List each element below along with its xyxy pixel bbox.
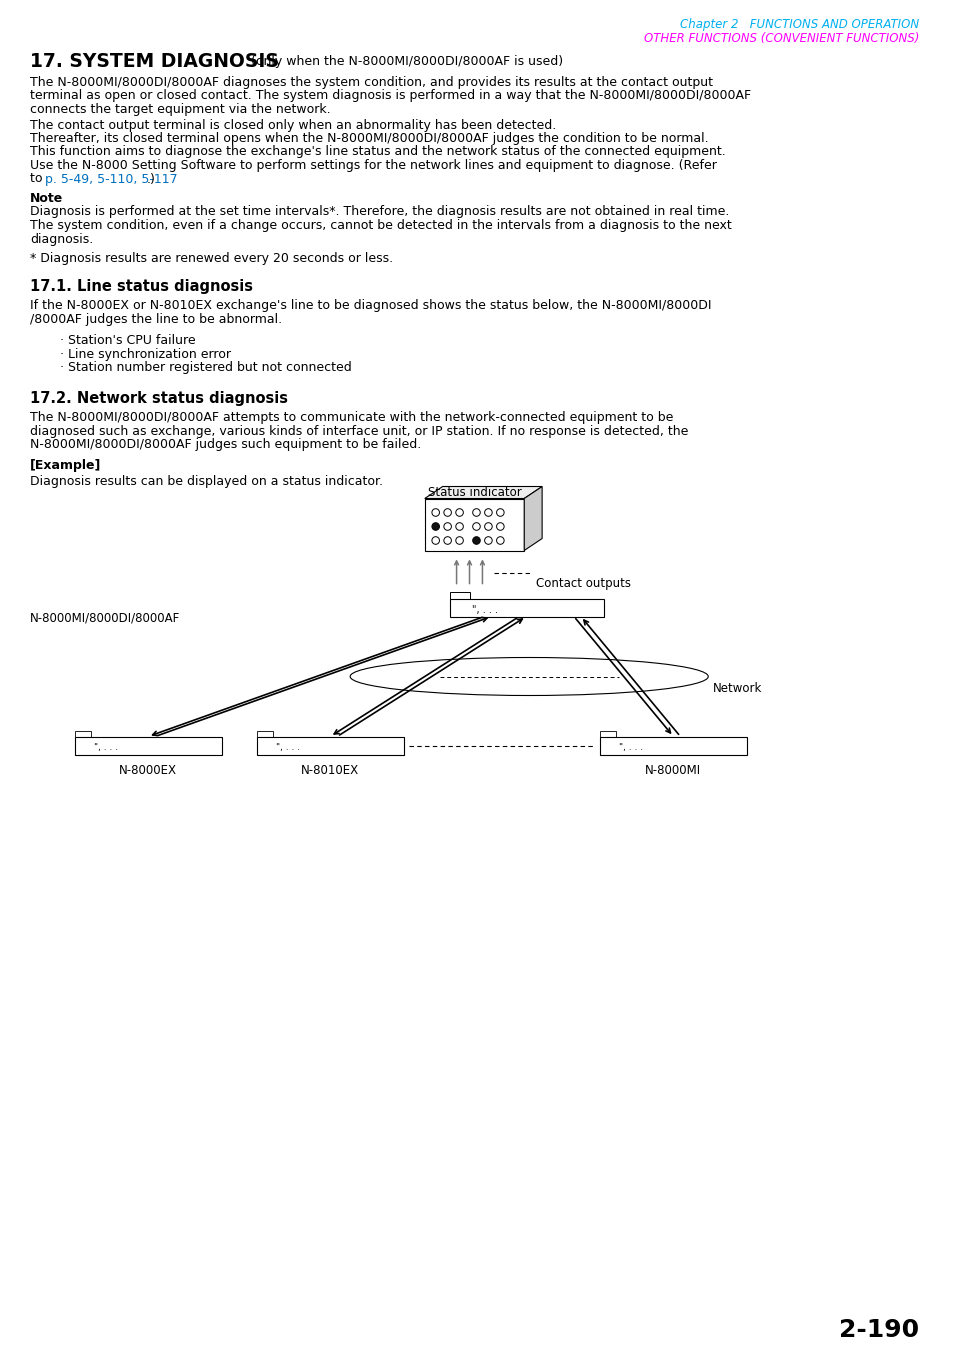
Text: ", . . .: ", . . . [93,743,117,752]
Text: [Example]: [Example] [30,459,101,472]
Bar [449,591,469,598]
Text: Chapter 2   FUNCTIONS AND OPERATION: Chapter 2 FUNCTIONS AND OPERATION [679,18,918,31]
Circle shape [432,522,439,531]
Text: N-8000MI/8000DI/8000AF: N-8000MI/8000DI/8000AF [30,612,180,625]
Bar [424,498,524,551]
Text: * Diagnosis results are renewed every 20 seconds or less.: * Diagnosis results are renewed every 20… [30,252,393,265]
Bar [74,737,222,755]
Circle shape [456,522,463,531]
Text: N-8000MI/8000DI/8000AF judges such equipment to be failed.: N-8000MI/8000DI/8000AF judges such equip… [30,437,420,451]
Text: p. 5-49, 5-110, 5-117: p. 5-49, 5-110, 5-117 [45,173,177,185]
Text: Thereafter, its closed terminal opens when the N-8000MI/8000DI/8000AF judges the: Thereafter, its closed terminal opens wh… [30,132,708,144]
Bar [599,730,615,737]
Text: Network: Network [713,682,761,694]
Text: terminal as open or closed contact. The system diagnosis is performed in a way t: terminal as open or closed contact. The … [30,89,750,103]
Circle shape [432,509,439,516]
Circle shape [443,537,451,544]
Polygon shape [524,486,541,551]
Text: If the N-8000EX or N-8010EX exchange's line to be diagnosed shows the status bel: If the N-8000EX or N-8010EX exchange's l… [30,300,711,312]
Text: ", . . .: ", . . . [275,743,299,752]
Circle shape [484,522,492,531]
Circle shape [497,522,503,531]
Bar [74,730,91,737]
Bar [449,598,603,617]
Text: · Station's CPU failure: · Station's CPU failure [60,335,195,347]
Text: 2-190: 2-190 [838,1318,918,1342]
Text: Note: Note [30,192,63,205]
Circle shape [497,509,503,516]
Circle shape [443,509,451,516]
Circle shape [484,509,492,516]
Text: connects the target equipment via the network.: connects the target equipment via the ne… [30,103,330,116]
Text: to: to [30,173,47,185]
Circle shape [443,522,451,531]
Text: Diagnosis results can be displayed on a status indicator.: Diagnosis results can be displayed on a … [30,475,382,487]
Text: The contact output terminal is closed only when an abnormality has been detected: The contact output terminal is closed on… [30,119,556,131]
Text: · Station number registered but not connected: · Station number registered but not conn… [60,362,351,374]
Circle shape [472,509,479,516]
Text: Use the N-8000 Setting Software to perform settings for the network lines and eq: Use the N-8000 Setting Software to perfo… [30,159,716,171]
Text: (only when the N-8000MI/8000DI/8000AF is used): (only when the N-8000MI/8000DI/8000AF is… [247,55,562,68]
Bar [256,730,273,737]
Circle shape [472,537,479,544]
Bar [256,737,403,755]
Circle shape [456,537,463,544]
Text: Status indicator: Status indicator [427,486,521,500]
Circle shape [432,537,439,544]
Text: 17.1. Line status diagnosis: 17.1. Line status diagnosis [30,279,253,294]
Text: N-8010EX: N-8010EX [301,764,359,778]
Polygon shape [424,486,541,498]
Text: The N-8000MI/8000DI/8000AF attempts to communicate with the network-connected eq: The N-8000MI/8000DI/8000AF attempts to c… [30,410,673,424]
Text: ", . . .: ", . . . [472,605,498,614]
Text: This function aims to diagnose the exchange's line status and the network status: This function aims to diagnose the excha… [30,146,725,158]
Text: The system condition, even if a change occurs, cannot be detected in the interva: The system condition, even if a change o… [30,219,731,232]
Text: /8000AF judges the line to be abnormal.: /8000AF judges the line to be abnormal. [30,313,282,325]
Text: OTHER FUNCTIONS (CONVENIENT FUNCTIONS): OTHER FUNCTIONS (CONVENIENT FUNCTIONS) [643,32,918,45]
Text: · Line synchronization error: · Line synchronization error [60,348,231,360]
Text: 17. SYSTEM DIAGNOSIS: 17. SYSTEM DIAGNOSIS [30,53,278,72]
Text: 17.2. Network status diagnosis: 17.2. Network status diagnosis [30,392,288,406]
Circle shape [456,509,463,516]
Text: N-8000MI: N-8000MI [644,764,700,778]
Bar [599,737,746,755]
Circle shape [472,522,479,531]
Text: .): .) [146,173,155,185]
Circle shape [497,537,503,544]
Text: Diagnosis is performed at the set time intervals*. Therefore, the diagnosis resu: Diagnosis is performed at the set time i… [30,205,728,219]
Circle shape [484,537,492,544]
Text: The N-8000MI/8000DI/8000AF diagnoses the system condition, and provides its resu: The N-8000MI/8000DI/8000AF diagnoses the… [30,76,712,89]
Text: N-8000EX: N-8000EX [119,764,177,778]
Text: diagnosed such as exchange, various kinds of interface unit, or IP station. If n: diagnosed such as exchange, various kind… [30,424,687,437]
Text: ", . . .: ", . . . [618,743,642,752]
Text: Contact outputs: Contact outputs [536,576,631,590]
Text: diagnosis.: diagnosis. [30,232,93,246]
